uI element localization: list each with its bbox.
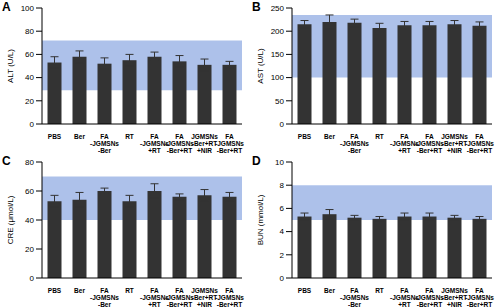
svg-text:40: 40 [25,73,34,82]
html-text:+RT: +RT [148,301,161,308]
svg-text:RT: RT [125,133,134,140]
svg-text:6: 6 [280,204,285,213]
html-text:FA: FA [400,133,409,140]
svg-text:BUN (mmol/L): BUN (mmol/L) [256,194,265,245]
html-text:+RT: +RT [398,301,411,308]
svg-text:FA-JGMSNs-Ber: FA-JGMSNs-Ber [90,133,119,154]
svg-text:0: 0 [30,120,35,129]
svg-text:FA-JGMSNs-Ber+RT: FA-JGMSNs-Ber+RT [415,133,444,154]
svg-text:RT: RT [375,287,384,294]
html-text:-JGMSNs: -JGMSNs [390,140,419,147]
svg-text:ALT (U/L): ALT (U/L) [8,49,15,83]
svg-text:FA-JGMSNs-Ber: FA-JGMSNs-Ber [340,287,369,308]
html-text:+NIR: +NIR [197,147,212,154]
svg-text:Ber: Ber [74,287,85,294]
svg-text:200: 200 [271,27,285,36]
svg-text:50: 50 [275,97,284,106]
svg-text:4: 4 [280,227,285,236]
html-text:JGMSNs: JGMSNs [441,133,468,140]
svg-text:FA-JGMSNs-Ber+RT: FA-JGMSNs-Ber+RT [415,287,444,308]
svg-text:Ber: Ber [74,133,85,140]
svg-text:FA-JGMSNs-Ber+RT+NIR: FA-JGMSNs-Ber+RT+NIR [465,133,492,154]
svg-text:80: 80 [25,27,34,36]
svg-text:20: 20 [25,97,34,106]
svg-text:PBS: PBS [48,133,62,140]
html-text:+NIR: +NIR [447,301,462,308]
html-text:-JGMSNs: -JGMSNs [140,294,169,301]
html-text:D: D [252,154,261,168]
svg-text:Ber: Ber [324,287,335,294]
svg-text:FA-JGMSNs-Ber: FA-JGMSNs-Ber [340,133,369,154]
svg-text:100: 100 [271,73,285,82]
svg-text:60: 60 [25,50,34,59]
svg-text:150: 150 [271,50,285,59]
html-text:FA: FA [400,287,409,294]
svg-text:0: 0 [30,274,35,283]
html-text:+NIR: +NIR [447,147,462,154]
html-text:+NIR: +NIR [197,301,212,308]
svg-text:FA-JGMSNs-Ber+RT: FA-JGMSNs-Ber+RT [165,133,194,154]
svg-text:60: 60 [25,187,34,196]
svg-text:CRE (μmol/L): CRE (μmol/L) [8,195,15,244]
svg-text:Ber: Ber [324,133,335,140]
svg-text:FA-JGMSNs-Ber+RT+NIR: FA-JGMSNs-Ber+RT+NIR [215,133,244,154]
svg-text:0: 0 [280,274,285,283]
svg-text:0: 0 [280,120,285,129]
html-text:FA: FA [150,133,159,140]
svg-text:AST (U/L): AST (U/L) [256,48,265,84]
svg-text:RT: RT [375,133,384,140]
svg-text:FA-JGMSNs-Ber+RT+NIR: FA-JGMSNs-Ber+RT+NIR [465,287,492,308]
svg-text:20: 20 [25,245,34,254]
html-text:B: B [252,0,261,14]
html-text:A: A [2,0,11,14]
html-text:C: C [2,154,11,168]
svg-text:FA-JGMSNs-Ber: FA-JGMSNs-Ber [90,287,119,308]
svg-text:PBS: PBS [298,287,312,294]
html-text:JGMSNs: JGMSNs [441,287,468,294]
svg-text:FA-JGMSNs-Ber+RT+NIR: FA-JGMSNs-Ber+RT+NIR [215,287,244,308]
svg-text:10: 10 [275,158,284,167]
html-text:-JGMSNs: -JGMSNs [140,140,169,147]
svg-text:80: 80 [25,158,34,167]
svg-text:PBS: PBS [48,287,62,294]
html-text:+RT: +RT [148,147,161,154]
svg-text:FA-JGMSNs-Ber+RT: FA-JGMSNs-Ber+RT [165,287,194,308]
svg-text:PBS: PBS [298,133,312,140]
svg-text:250: 250 [271,4,285,13]
html-text:FA: FA [150,287,159,294]
html-text:JGMSNs: JGMSNs [191,287,218,294]
svg-text:40: 40 [25,216,34,225]
svg-text:100: 100 [21,4,35,13]
html-text:+RT: +RT [398,147,411,154]
html-text:JGMSNs: JGMSNs [191,133,218,140]
svg-text:8: 8 [280,181,285,190]
html-text:-JGMSNs: -JGMSNs [390,294,419,301]
svg-text:RT: RT [125,287,134,294]
svg-text:2: 2 [280,251,285,260]
